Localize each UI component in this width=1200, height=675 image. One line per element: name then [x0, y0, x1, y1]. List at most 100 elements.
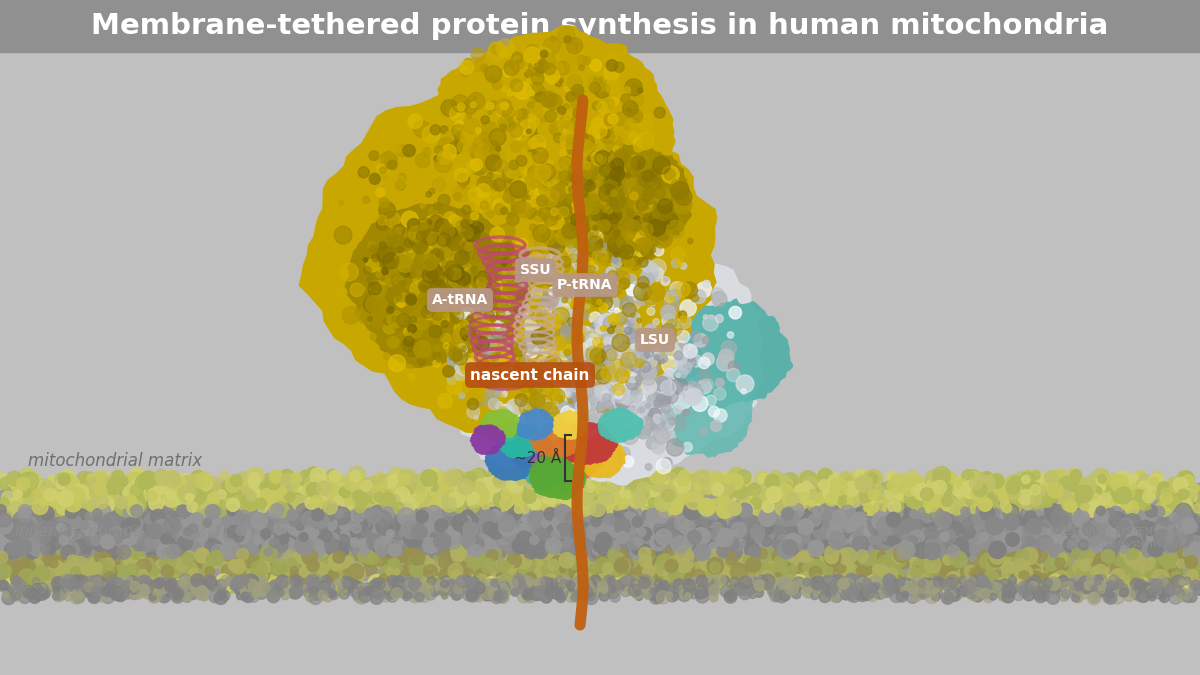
Circle shape: [373, 491, 385, 504]
Circle shape: [619, 576, 632, 590]
Circle shape: [606, 99, 614, 108]
Circle shape: [115, 496, 128, 509]
Circle shape: [1145, 533, 1159, 546]
Circle shape: [1110, 512, 1126, 529]
Circle shape: [673, 579, 684, 590]
Circle shape: [608, 567, 624, 583]
Circle shape: [330, 541, 338, 549]
Circle shape: [626, 535, 641, 549]
Circle shape: [433, 352, 440, 360]
Circle shape: [722, 574, 733, 585]
Circle shape: [1050, 508, 1062, 520]
Circle shape: [642, 399, 652, 409]
Circle shape: [578, 310, 589, 321]
Circle shape: [803, 524, 818, 539]
Circle shape: [624, 227, 640, 244]
Circle shape: [943, 595, 950, 601]
Circle shape: [647, 358, 658, 367]
Circle shape: [626, 245, 632, 251]
Circle shape: [178, 535, 192, 550]
Circle shape: [647, 348, 655, 356]
Circle shape: [917, 517, 930, 530]
Circle shape: [612, 334, 630, 352]
Circle shape: [478, 485, 486, 493]
Circle shape: [215, 548, 227, 560]
Circle shape: [578, 474, 593, 489]
Circle shape: [1031, 532, 1042, 543]
Circle shape: [4, 589, 11, 596]
Circle shape: [1048, 578, 1062, 592]
Circle shape: [1111, 477, 1122, 487]
Circle shape: [196, 587, 209, 601]
Circle shape: [352, 570, 364, 582]
Circle shape: [1058, 490, 1074, 506]
Circle shape: [630, 373, 638, 381]
Circle shape: [630, 579, 638, 587]
Circle shape: [980, 522, 989, 531]
Circle shape: [601, 367, 613, 380]
Circle shape: [372, 484, 385, 496]
Circle shape: [120, 508, 131, 518]
Circle shape: [545, 576, 560, 591]
Circle shape: [244, 546, 254, 557]
Circle shape: [316, 562, 329, 575]
Circle shape: [865, 576, 876, 588]
Circle shape: [367, 534, 383, 549]
Circle shape: [1001, 549, 1016, 564]
Circle shape: [1115, 519, 1126, 530]
Circle shape: [751, 588, 758, 595]
Circle shape: [526, 559, 534, 567]
Circle shape: [574, 493, 589, 510]
Circle shape: [301, 553, 314, 566]
Circle shape: [727, 502, 742, 516]
Circle shape: [379, 157, 384, 161]
Circle shape: [46, 510, 64, 526]
Circle shape: [1028, 551, 1042, 565]
Circle shape: [490, 178, 500, 189]
Circle shape: [610, 578, 623, 591]
Circle shape: [305, 514, 316, 525]
Circle shape: [750, 574, 758, 583]
Circle shape: [392, 316, 397, 322]
Circle shape: [71, 579, 85, 593]
Circle shape: [864, 478, 878, 492]
Circle shape: [707, 558, 724, 574]
Circle shape: [565, 577, 574, 586]
Circle shape: [392, 224, 404, 237]
Circle shape: [600, 371, 614, 385]
Circle shape: [611, 348, 625, 361]
Circle shape: [893, 525, 902, 535]
Circle shape: [870, 508, 881, 518]
Circle shape: [208, 554, 221, 568]
Circle shape: [379, 501, 388, 510]
Circle shape: [311, 495, 323, 507]
Circle shape: [461, 66, 469, 74]
Circle shape: [629, 132, 638, 142]
Circle shape: [529, 208, 536, 215]
Circle shape: [635, 561, 649, 574]
Circle shape: [478, 528, 493, 544]
Circle shape: [402, 520, 420, 539]
Circle shape: [478, 401, 482, 406]
Circle shape: [997, 589, 1008, 599]
Circle shape: [136, 503, 146, 514]
Circle shape: [1142, 490, 1156, 503]
Circle shape: [770, 591, 781, 602]
Circle shape: [457, 527, 473, 543]
Circle shape: [138, 585, 150, 596]
Circle shape: [582, 285, 600, 303]
Circle shape: [1099, 519, 1108, 528]
Circle shape: [701, 479, 716, 495]
Circle shape: [944, 568, 955, 580]
Circle shape: [1180, 579, 1186, 585]
Circle shape: [463, 568, 473, 578]
Circle shape: [595, 385, 611, 401]
Circle shape: [600, 543, 608, 551]
Circle shape: [1159, 547, 1170, 558]
Circle shape: [548, 473, 562, 485]
Circle shape: [1082, 491, 1091, 500]
Circle shape: [784, 566, 797, 579]
Circle shape: [31, 545, 44, 558]
Circle shape: [1109, 537, 1116, 545]
Circle shape: [641, 364, 647, 369]
